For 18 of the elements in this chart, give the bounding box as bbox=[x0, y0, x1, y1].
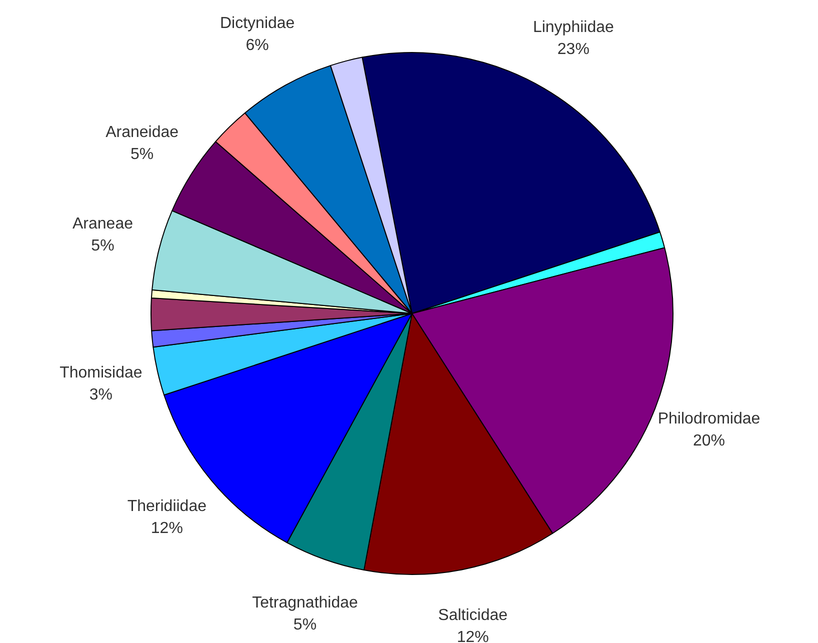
slice-label: Linyphiidae bbox=[532, 18, 614, 36]
data-label: 12% bbox=[456, 629, 489, 643]
slice-label: Dictynidae bbox=[220, 14, 295, 32]
data-label: 5% bbox=[293, 616, 317, 634]
slice-label: Theridiidae bbox=[127, 498, 207, 516]
data-label: 20% bbox=[692, 432, 726, 450]
data-label: 5% bbox=[130, 146, 154, 163]
slice-label: Salticidae bbox=[438, 607, 508, 624]
slice-label: Thomisidae bbox=[60, 364, 142, 382]
slice-label: Philodromidae bbox=[658, 410, 760, 428]
data-label: 23% bbox=[557, 40, 590, 58]
data-label: 6% bbox=[246, 36, 269, 54]
data-label: 3% bbox=[89, 386, 112, 404]
data-label: 5% bbox=[91, 238, 114, 255]
slice-label: Tetragnathidae bbox=[252, 594, 358, 612]
slice-label: Araneae bbox=[72, 216, 134, 233]
slice-label: Araneidae bbox=[106, 124, 179, 141]
data-label: 12% bbox=[150, 520, 183, 538]
